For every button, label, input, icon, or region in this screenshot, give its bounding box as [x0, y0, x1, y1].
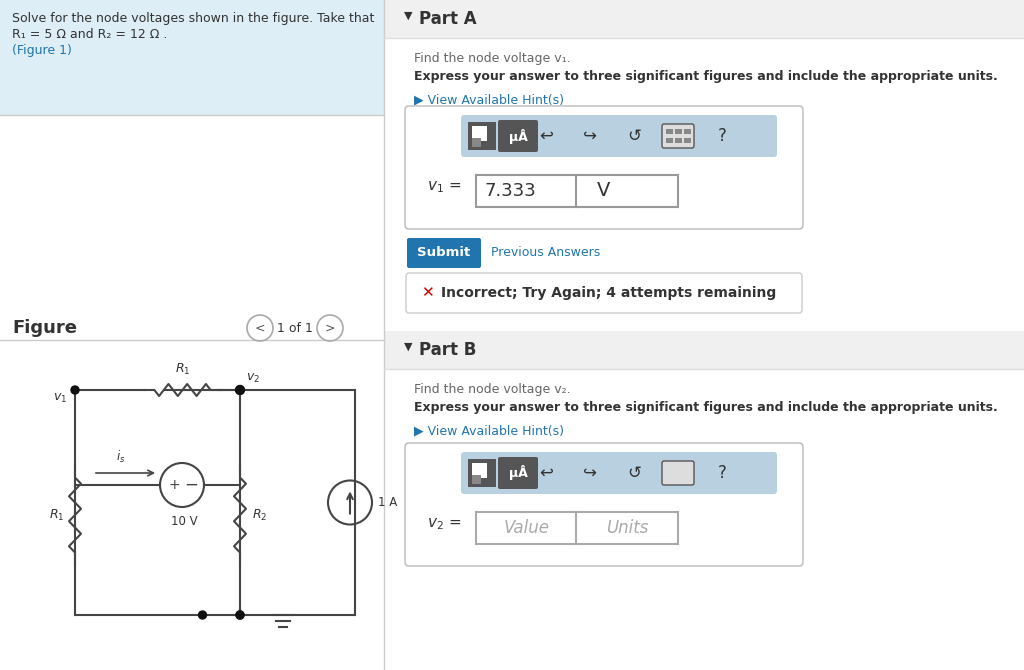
Text: Figure: Figure	[12, 319, 77, 337]
FancyBboxPatch shape	[472, 469, 481, 478]
Text: ▶ View Available Hint(s): ▶ View Available Hint(s)	[414, 93, 564, 106]
Text: Units: Units	[606, 519, 648, 537]
FancyBboxPatch shape	[666, 129, 673, 134]
FancyBboxPatch shape	[384, 0, 1024, 38]
Text: +: +	[168, 478, 180, 492]
Text: Part A: Part A	[419, 10, 476, 28]
FancyBboxPatch shape	[662, 124, 694, 148]
Text: 10 V: 10 V	[171, 515, 198, 528]
FancyBboxPatch shape	[478, 126, 487, 135]
Text: $i_s$: $i_s$	[116, 449, 125, 465]
Text: ?: ?	[718, 464, 726, 482]
Circle shape	[236, 386, 244, 394]
FancyBboxPatch shape	[472, 138, 481, 147]
Text: Express your answer to three significant figures and include the appropriate uni: Express your answer to three significant…	[414, 70, 997, 83]
Text: $R_1$: $R_1$	[175, 362, 190, 377]
Text: $v_2$: $v_2$	[246, 372, 260, 385]
Text: ↺: ↺	[627, 464, 641, 482]
Circle shape	[236, 611, 244, 619]
Text: $R_2$: $R_2$	[252, 507, 267, 523]
FancyBboxPatch shape	[461, 452, 777, 494]
Circle shape	[236, 385, 245, 395]
FancyBboxPatch shape	[498, 457, 538, 489]
Circle shape	[71, 386, 79, 394]
FancyBboxPatch shape	[478, 132, 487, 141]
Text: μÅ: μÅ	[509, 466, 527, 480]
Text: (Figure 1): (Figure 1)	[12, 44, 72, 57]
Text: $v_1$ =: $v_1$ =	[427, 179, 461, 195]
Text: Find the node voltage v₂.: Find the node voltage v₂.	[414, 383, 570, 396]
FancyBboxPatch shape	[0, 0, 384, 115]
Text: V: V	[597, 182, 610, 200]
Text: >: >	[325, 322, 335, 334]
Text: ▶ View Available Hint(s): ▶ View Available Hint(s)	[414, 424, 564, 437]
Text: Express your answer to three significant figures and include the appropriate uni: Express your answer to three significant…	[414, 401, 997, 414]
FancyBboxPatch shape	[468, 459, 496, 487]
FancyBboxPatch shape	[478, 469, 487, 478]
Text: μÅ: μÅ	[509, 129, 527, 143]
Text: Previous Answers: Previous Answers	[490, 247, 600, 259]
Circle shape	[199, 611, 207, 619]
Text: $v_2$ =: $v_2$ =	[427, 516, 461, 532]
Text: ▼: ▼	[404, 342, 413, 352]
FancyBboxPatch shape	[684, 138, 691, 143]
FancyBboxPatch shape	[575, 512, 678, 544]
FancyBboxPatch shape	[476, 175, 578, 207]
FancyBboxPatch shape	[472, 126, 481, 135]
FancyBboxPatch shape	[675, 138, 682, 143]
Text: 1 A: 1 A	[378, 496, 397, 509]
FancyBboxPatch shape	[384, 331, 1024, 369]
Text: R₁ = 5 Ω and R₂ = 12 Ω .: R₁ = 5 Ω and R₂ = 12 Ω .	[12, 28, 167, 41]
FancyBboxPatch shape	[684, 129, 691, 134]
FancyBboxPatch shape	[472, 463, 481, 472]
FancyBboxPatch shape	[406, 106, 803, 229]
Text: Submit: Submit	[418, 247, 471, 259]
Text: ↪: ↪	[583, 464, 597, 482]
Text: ▼: ▼	[404, 11, 413, 21]
Text: ↪: ↪	[583, 127, 597, 145]
FancyBboxPatch shape	[461, 115, 777, 157]
Text: 1 of 1: 1 of 1	[278, 322, 313, 334]
Text: ↺: ↺	[627, 127, 641, 145]
Text: ↩: ↩	[539, 464, 553, 482]
Text: ?: ?	[718, 127, 726, 145]
Text: Solve for the node voltages shown in the figure. Take that: Solve for the node voltages shown in the…	[12, 12, 375, 25]
FancyBboxPatch shape	[468, 122, 496, 150]
Text: Part B: Part B	[419, 341, 476, 359]
Text: ✕: ✕	[421, 285, 434, 301]
Text: −: −	[184, 476, 198, 494]
Text: Incorrect; Try Again; 4 attempts remaining: Incorrect; Try Again; 4 attempts remaini…	[441, 286, 776, 300]
Text: <: <	[255, 322, 265, 334]
FancyBboxPatch shape	[498, 120, 538, 152]
FancyBboxPatch shape	[472, 475, 481, 484]
FancyBboxPatch shape	[575, 175, 678, 207]
Text: Value: Value	[504, 519, 550, 537]
FancyBboxPatch shape	[478, 463, 487, 472]
FancyBboxPatch shape	[675, 129, 682, 134]
Text: 7.333: 7.333	[485, 182, 537, 200]
FancyBboxPatch shape	[406, 273, 802, 313]
FancyBboxPatch shape	[476, 512, 578, 544]
Text: $v_1$: $v_1$	[53, 392, 67, 405]
FancyBboxPatch shape	[662, 461, 694, 485]
Text: ↩: ↩	[539, 127, 553, 145]
FancyBboxPatch shape	[666, 138, 673, 143]
FancyBboxPatch shape	[407, 238, 481, 268]
FancyBboxPatch shape	[406, 443, 803, 566]
FancyBboxPatch shape	[472, 132, 481, 141]
Text: Find the node voltage v₁.: Find the node voltage v₁.	[414, 52, 570, 65]
Circle shape	[236, 611, 244, 619]
Text: $R_1$: $R_1$	[49, 507, 65, 523]
